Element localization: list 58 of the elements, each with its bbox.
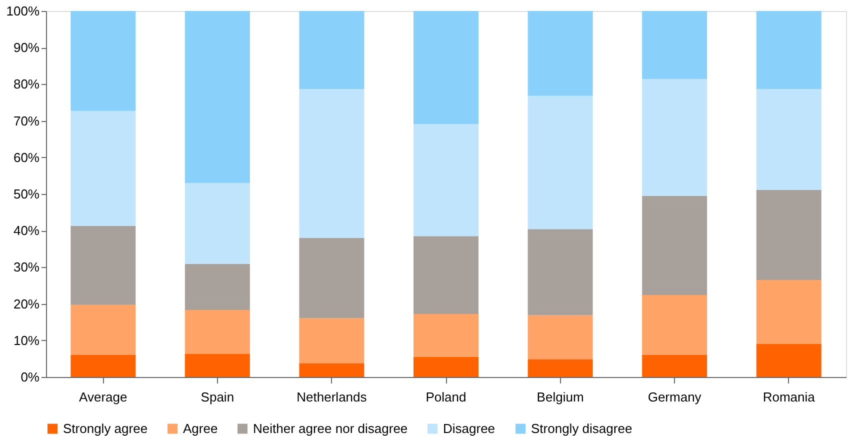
bar (756, 88, 822, 190)
bar (528, 315, 593, 360)
y-tick-label: 90% (13, 40, 40, 56)
y-tick-label: 40% (13, 223, 40, 238)
bar (528, 359, 593, 377)
bar (184, 183, 250, 264)
y-tick-label: 70% (13, 113, 40, 128)
legend-label: Neither agree nor disagree (253, 420, 408, 436)
bar (299, 238, 364, 318)
bar (70, 110, 136, 226)
y-tick-label: 0% (20, 370, 40, 384)
bar (70, 226, 136, 305)
bar (642, 11, 708, 80)
bar (414, 356, 478, 377)
bar (528, 229, 593, 316)
y-tick-label: 50% (13, 186, 40, 202)
bar (299, 363, 364, 377)
y-tick-label: 60% (13, 150, 40, 165)
bar (642, 79, 708, 196)
bar (70, 11, 136, 111)
y-tick-label: 80% (13, 76, 40, 92)
legend-label: Agree (183, 420, 218, 436)
bar (184, 310, 250, 354)
bar (756, 344, 822, 377)
legend-label: Disagree (443, 420, 496, 436)
x-tick-label: Germany (648, 390, 702, 404)
bar (756, 190, 822, 280)
x-tick-label: Belgium (536, 390, 584, 404)
bar (299, 318, 364, 364)
bar (299, 88, 364, 238)
bar (70, 355, 136, 377)
bar (642, 196, 708, 296)
bar (414, 11, 478, 124)
x-tick-label: Romania (762, 390, 816, 404)
bar (184, 354, 250, 377)
y-tick-label: 30% (13, 260, 40, 275)
bar (756, 11, 822, 89)
bar (299, 11, 364, 89)
x-tick-label: Netherlands (296, 390, 368, 404)
x-tick-label: Average (79, 390, 128, 404)
x-tick-label: Poland (426, 390, 466, 404)
bar (70, 304, 136, 356)
y-tick-label: 10% (13, 332, 40, 348)
bar (642, 355, 708, 377)
x-tick-label: Spain (200, 390, 234, 404)
bar (414, 314, 478, 357)
y-tick-label: 100% (6, 4, 40, 18)
y-tick-label: 20% (13, 296, 40, 312)
legend-label: Strongly agree (63, 420, 148, 436)
legend-label: Strongly disagree (531, 420, 632, 436)
bar (184, 264, 250, 310)
bar (414, 124, 478, 236)
bar (184, 11, 250, 184)
bar (756, 280, 822, 344)
bar (642, 295, 708, 356)
bar (528, 96, 593, 230)
bar (414, 236, 478, 314)
bar (528, 11, 593, 96)
